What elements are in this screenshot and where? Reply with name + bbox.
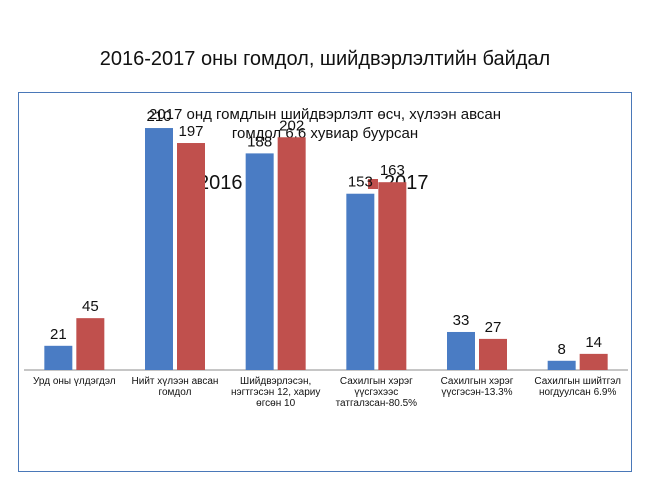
bar-2016-5	[547, 360, 576, 370]
data-label-2017-1: 197	[178, 123, 203, 140]
bar-2016-2	[245, 153, 274, 370]
category-label-4-line-1: үүсгэсэн-13.3%	[441, 387, 512, 398]
data-label-2017-2: 202	[279, 117, 304, 134]
category-label-5-line-1: ногдуулсан 6.9%	[539, 387, 616, 398]
category-label-0-line-0: Урд оны үлдэгдэл	[33, 376, 116, 387]
category-label-3-line-2: татгалзсан-80.5%	[336, 398, 418, 409]
data-label-2017-5: 14	[585, 334, 602, 351]
bar-2017-5	[579, 353, 608, 370]
data-label-2016-4: 33	[453, 312, 470, 329]
category-label-1-line-1: гомдол	[159, 387, 192, 398]
legend-swatch-2017	[368, 178, 378, 189]
category-label-4-line-0: Сахилгын хэрэг	[441, 376, 514, 387]
bar-2016-3	[346, 193, 375, 370]
bar-2017-3	[378, 182, 407, 370]
bar-2017-4	[479, 338, 507, 370]
category-label-2-line-0: Шийдвэрлэсэн,	[240, 376, 311, 387]
bar-2016-1	[145, 128, 173, 370]
data-label-2016-0: 21	[50, 326, 67, 343]
data-label-2017-4: 27	[485, 319, 502, 336]
bar-2017-1	[177, 143, 205, 370]
bar-2017-0	[76, 318, 105, 370]
bar-2016-4	[447, 331, 475, 370]
chart-title-line-1: 2017 онд гомдлын шийдвэрлэлт өсч, хүлээн…	[148, 106, 502, 123]
page-title: 2016-2017 оны гомдол, шийдвэрлэлтийн бай…	[99, 48, 551, 70]
category-label-1-line-0: Нийт хүлээн авсан	[132, 376, 219, 387]
category-label-3-line-0: Сахилгын хэрэг	[340, 376, 413, 387]
bar-2017-2	[277, 137, 306, 370]
category-label-2-line-1: нэгтгэсэн 12, хариу	[231, 387, 320, 398]
data-label-2017-0: 45	[82, 298, 99, 315]
data-label-2016-3: 153	[348, 174, 373, 191]
category-label-2-line-2: өгсөн 10	[256, 398, 295, 409]
data-label-2016-2: 188	[247, 133, 272, 150]
category-label-3-line-1: үүсгэхээс	[354, 387, 398, 398]
data-label-2016-5: 8	[557, 341, 565, 358]
bar-2016-0	[44, 345, 73, 370]
category-label-5-line-0: Сахилгын шийтгэл	[534, 376, 621, 387]
data-label-2016-1: 210	[146, 108, 171, 125]
chart-frame	[18, 92, 632, 472]
data-label-2017-3: 163	[380, 162, 405, 179]
